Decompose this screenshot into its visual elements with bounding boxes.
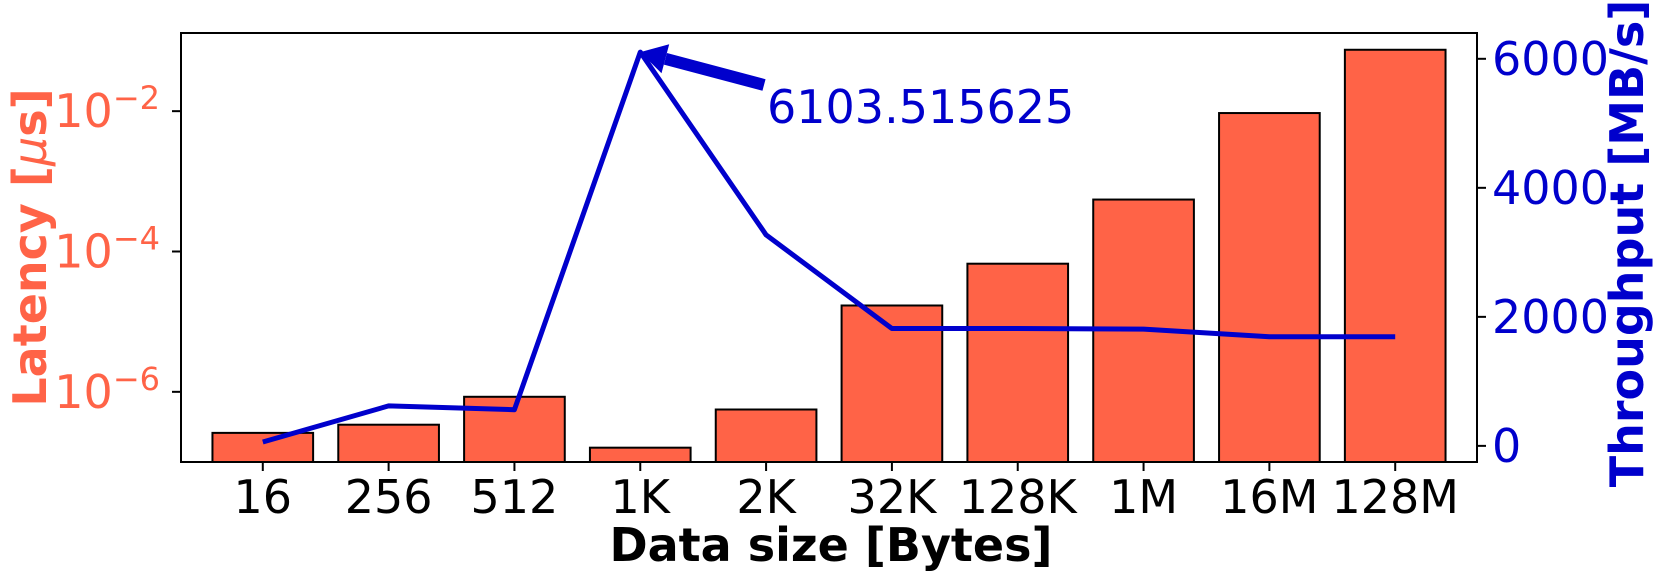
bar-latency-128K — [966, 262, 1070, 463]
x-tick-label: 512 — [471, 470, 559, 524]
plot-border — [180, 32, 1478, 463]
left-tick-label: 10−6 — [54, 360, 160, 419]
x-tick-label: 32K — [848, 470, 939, 524]
right-tick-label: 6000 — [1492, 32, 1609, 86]
throughput-line — [262, 49, 1396, 445]
x-tick-label: 16M — [1220, 470, 1318, 524]
x-tick-label: 256 — [345, 470, 433, 524]
x-tick-label: 1K — [611, 470, 672, 524]
bar-latency-2K — [714, 408, 818, 463]
right-axis-title: Throughput [MB/s] — [1600, 0, 1654, 487]
right-tick-label: 4000 — [1492, 161, 1609, 215]
bar-latency-16M — [1218, 112, 1321, 463]
annotation-arrow-head — [640, 44, 670, 74]
bar-latency-16 — [211, 431, 315, 463]
x-tick-label: 1M — [1109, 470, 1178, 524]
x-tick-label: 128M — [1331, 470, 1459, 524]
x-axis: 16 256 512 1K 2K 32K 128K 1M 16M 128M Data size [B… — [234, 462, 1459, 572]
annotation-arrow-shaft — [663, 53, 766, 91]
x-tick-label: 2K — [736, 470, 797, 524]
x-tick-label: 16 — [234, 470, 293, 524]
plot-frame — [180, 32, 1478, 463]
left-tick-label: 10−4 — [54, 219, 160, 278]
annotation-group: 6103.515625 — [640, 44, 1074, 134]
bar-latency-256 — [337, 423, 440, 463]
bar-latency-1K — [588, 446, 692, 464]
bar-latency-128M — [1343, 48, 1447, 464]
x-axis-title: Data size [Bytes] — [609, 518, 1052, 572]
throughput-line-group — [262, 49, 1396, 445]
left-tick-label: 10−2 — [54, 79, 160, 138]
annotation-label: 6103.515625 — [767, 80, 1074, 134]
right-tick-label: 0 — [1492, 419, 1521, 473]
right-tick-label: 2000 — [1492, 290, 1609, 344]
x-tick-label: 128K — [959, 470, 1079, 524]
left-axis-title: Latency [μs] — [3, 88, 57, 406]
